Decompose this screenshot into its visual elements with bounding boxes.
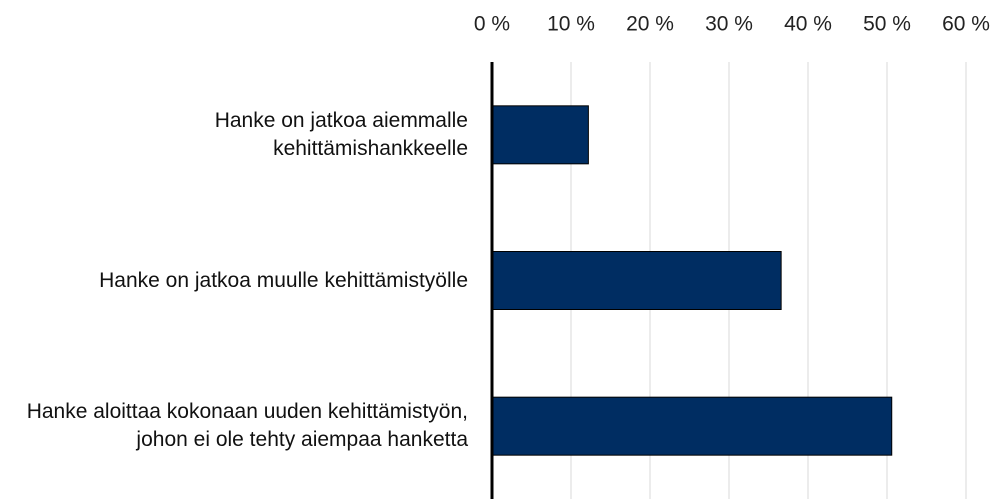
category-label: Hanke on jatkoa muulle kehittämistyölle <box>99 268 468 292</box>
x-tick-label: 10 % <box>547 13 595 36</box>
category-label: Hanke aloittaa kokonaan uuden kehittämis… <box>26 400 468 452</box>
x-tick-label: 40 % <box>784 13 832 36</box>
x-tick-label: 0 % <box>474 13 510 36</box>
bar <box>491 105 589 165</box>
category-label: Hanke on jatkoa aiemmalle kehittämishank… <box>214 108 468 160</box>
x-tick-label: 20 % <box>626 13 674 36</box>
x-tick-label: 60 % <box>942 13 990 36</box>
x-tick-label: 30 % <box>705 13 753 36</box>
bar <box>491 396 893 456</box>
bar <box>491 251 782 310</box>
x-tick-label: 50 % <box>863 13 911 36</box>
